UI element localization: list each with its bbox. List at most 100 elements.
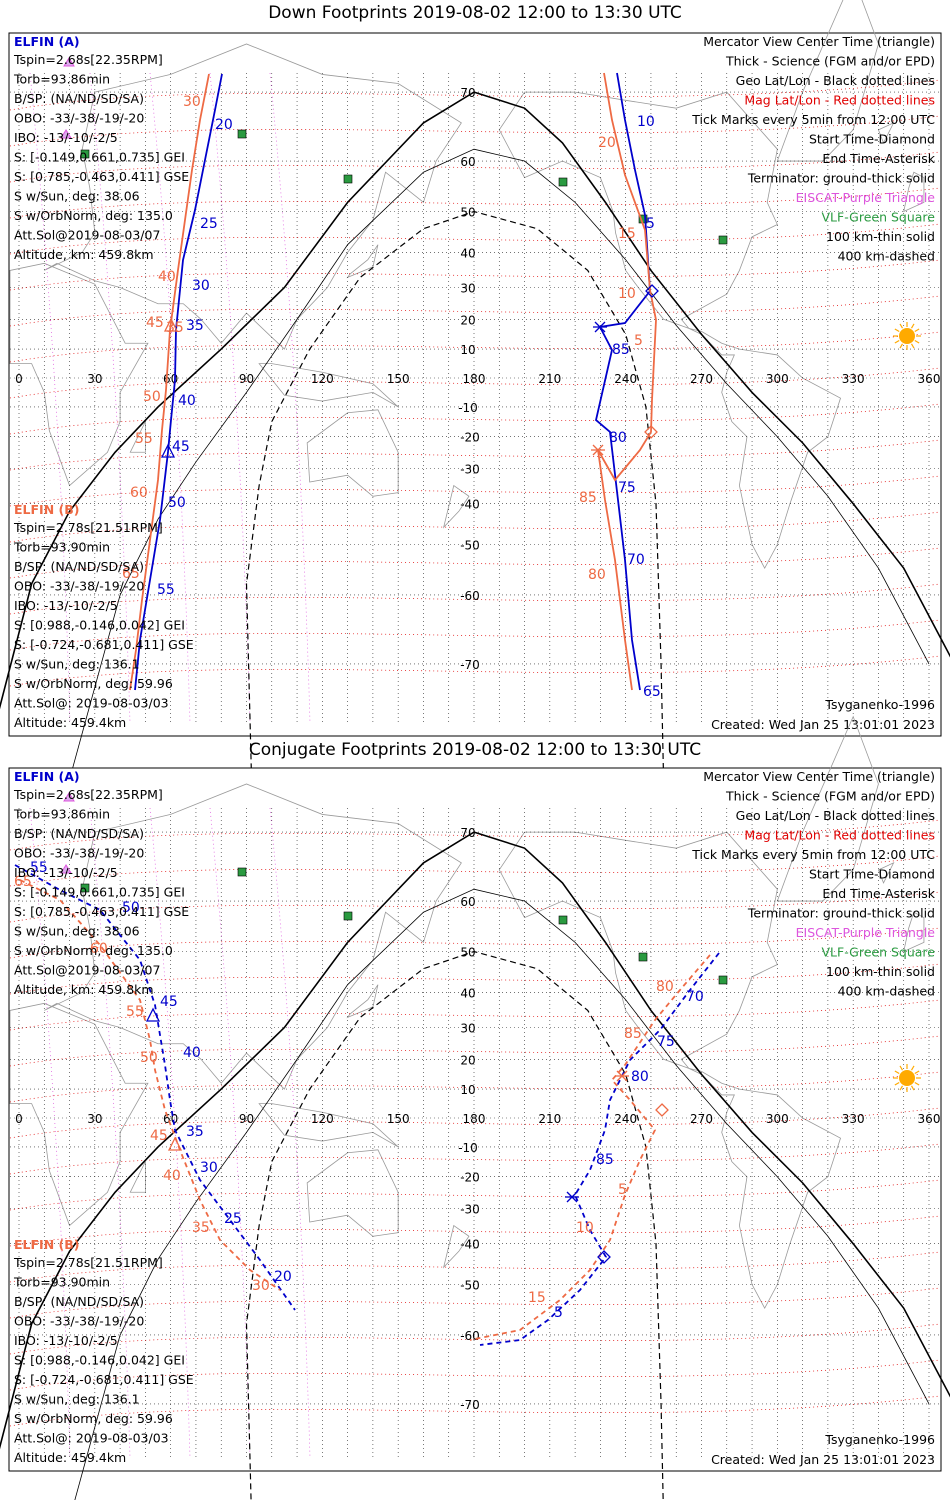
mag-meridian (89, 72, 131, 724)
mag-meridian (209, 72, 251, 724)
mag-meridian (269, 72, 311, 724)
terminator-100km (69, 148, 930, 780)
elfin-a-center-triangle (145, 1007, 161, 1022)
elfin-a-info-line: B/SP: (NA/ND/SD/SA) (14, 91, 144, 106)
vlf-station-square (343, 911, 353, 921)
continent-outline (688, 327, 842, 569)
vlf-station-square (718, 235, 728, 245)
lat-tick-label: 20 (460, 313, 475, 327)
map-panel-conjugate: 0 30 60 90 120 150 180 210 240 270 300 330 360 70 60 50… (0, 715, 950, 1500)
elfin-b-info-line: Att.Sol@: 2019-08-03/03 (14, 1431, 169, 1446)
model-label: Tsyganenko-1996 (824, 697, 935, 712)
elfin-a-info-line: Tspin=2.68s[22.35RPM] (13, 52, 163, 67)
lon-tick-label: 240 (614, 372, 637, 386)
elfin-a-track-east (479, 952, 720, 1346)
terminator-ground (0, 91, 950, 710)
continent-outline (498, 91, 778, 330)
elfin-a-info-line: Att.Sol@2019-08-03/07 (14, 228, 160, 243)
legend-line: Thick - Science (FGM and/or EPD) (725, 54, 935, 69)
lon-tick-label: 90 (239, 372, 254, 386)
elfin-a-info-line: OBO: -33/-38/-19/-20 (14, 111, 144, 126)
panel-title-down: Down Footprints 2019-08-02 12:00 to 13:3… (268, 3, 682, 23)
mag-latitude (9, 259, 941, 291)
elfin-a-info-line: S w/Sun, deg: 38.06 (14, 924, 140, 939)
elfin-a-time-tick-label: 10 (637, 114, 655, 130)
eiscat-triangle (60, 129, 72, 139)
legend-line: Thick - Science (FGM and/or EPD) (725, 789, 935, 804)
vlf-station-square (80, 883, 90, 893)
mag-meridian (29, 72, 71, 724)
mag-latitude (9, 151, 941, 183)
legend-line: 100 km-thin solid (826, 964, 935, 979)
lon-tick-label: 0 (15, 372, 23, 386)
elfin-a-info-line: Att.Sol@2019-08-03/07 (14, 963, 160, 978)
mag-meridian (29, 807, 71, 1459)
mag-latitude (9, 1071, 941, 1103)
elfin-a-time-tick-label: 75 (618, 480, 636, 496)
mag-latitude (9, 511, 941, 543)
lat-tick-label: -10 (458, 1141, 478, 1155)
mag-latitude (9, 963, 941, 995)
mag-grid (9, 819, 941, 1427)
elfin-b-end-asterisk (591, 444, 605, 456)
mag-latitude (9, 927, 941, 959)
elfin-a-info-line: Tspin=2.68s[22.35RPM] (13, 787, 163, 802)
elfin-b-info-line: S: [0.988,-0.146,0.042] GEI (14, 618, 185, 633)
lat-tick-label: -40 (460, 1238, 480, 1252)
continent-outline (442, 1224, 470, 1269)
lat-tick-label: 10 (460, 343, 475, 357)
elfin-a-info-line: S: [0.785,-0.463,0.411] GSE (14, 169, 189, 184)
mag-meridian (209, 807, 251, 1459)
mag-latitude (9, 1035, 941, 1067)
elfin-a-info-line: S w/OrbNorm, deg: 135.0 (14, 943, 173, 958)
elfin-b-track-east (597, 72, 657, 691)
elfin-b-time-tick-label: 35 (192, 1220, 210, 1236)
mag-latitude (9, 583, 941, 615)
elfin-b-info-line: S w/Sun, deg: 136.1 (14, 657, 140, 672)
lat-tick-label: 70 (460, 826, 475, 840)
map-frame (8, 767, 942, 1472)
sun-icon (893, 322, 921, 350)
elfin-a-time-tick-label: 5 (646, 216, 655, 232)
created-label: Created: Wed Jan 25 13:01:01 2023 (711, 717, 935, 732)
elfin-a-time-tick-label: 40 (183, 1045, 201, 1061)
continent-outline (9, 262, 149, 487)
elfin-a-track-west (134, 73, 223, 691)
elfin-a-time-tick-label: 40 (178, 393, 196, 409)
mag-latitude (9, 1215, 941, 1247)
elfin-b-time-tick-label: 50 (140, 1050, 158, 1066)
created-label: Created: Wed Jan 25 13:01:01 2023 (711, 1452, 935, 1467)
map-frame (8, 32, 942, 737)
elfin-a-time-tick-label: 25 (224, 1211, 242, 1227)
elfin-a-time-tick-label: 50 (122, 900, 140, 916)
vlf-station-square (237, 129, 247, 139)
elfin-a-time-tick-label: 85 (596, 1152, 614, 1168)
elfin-a-time-tick-label: 70 (686, 989, 704, 1005)
legend-line: EISCAT-Purple Triangle (796, 925, 936, 940)
map-panel-down: 0 30 60 90 120 150 180 210 240 270 300 330 360 70 60 50… (0, 0, 950, 780)
elfin-b-time-tick-label: 15 (618, 226, 636, 242)
lon-tick-label: 330 (842, 372, 865, 386)
lat-tick-label: 60 (460, 155, 475, 169)
lon-tick-label: 210 (538, 1112, 561, 1126)
mag-latitude (9, 819, 941, 851)
elfin-a-time-tick-label: 25 (200, 216, 218, 232)
mag-latitude (9, 1107, 941, 1139)
mag-meridians (29, 807, 311, 1459)
terminator-100km (74, 888, 930, 1500)
elfin-b-info-line: B/SP: (NA/ND/SD/SA) (14, 559, 144, 574)
lat-tick-label: -60 (460, 1329, 480, 1343)
lat-tick-label: -70 (460, 658, 480, 672)
elfin-b-time-tick-label: 60 (90, 941, 108, 957)
lon-tick-label: 300 (766, 1112, 789, 1126)
lat-tick-label: -10 (458, 401, 478, 415)
vlf-station-square (718, 975, 728, 985)
elfin-b-info-line: Tspin=2.78s[21.51RPM] (13, 520, 163, 535)
legend-line: Mag Lat/Lon - Red dotted lines (744, 93, 935, 108)
elfin-a-time-tick-label: 20 (274, 1269, 292, 1285)
elfin-a-heading: ELFIN (A) (14, 34, 80, 49)
elfin-b-info-line: OBO: -33/-38/-19/-20 (14, 1314, 144, 1329)
elfin-b-info-line: S: [-0.724,-0.681,0.411] GSE (14, 637, 194, 652)
elfin-a-time-tick-label: 75 (657, 1034, 675, 1050)
elfin-a-time-tick-label: 70 (627, 552, 645, 568)
